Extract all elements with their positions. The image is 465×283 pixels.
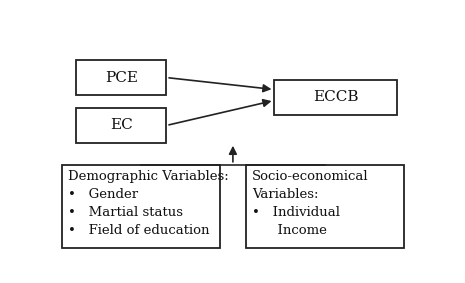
Text: ECCB: ECCB [313, 90, 359, 104]
FancyBboxPatch shape [62, 165, 220, 248]
Text: PCE: PCE [105, 70, 138, 85]
FancyBboxPatch shape [274, 80, 397, 115]
FancyBboxPatch shape [76, 108, 166, 143]
FancyBboxPatch shape [76, 60, 166, 95]
Text: Demographic Variables:
•   Gender
•   Martial status
•   Field of education: Demographic Variables: • Gender • Martia… [68, 170, 229, 237]
FancyBboxPatch shape [246, 165, 404, 248]
Text: EC: EC [110, 119, 133, 132]
Text: Socio-economical
Variables:
•   Individual
      Income: Socio-economical Variables: • Individual… [252, 170, 369, 237]
